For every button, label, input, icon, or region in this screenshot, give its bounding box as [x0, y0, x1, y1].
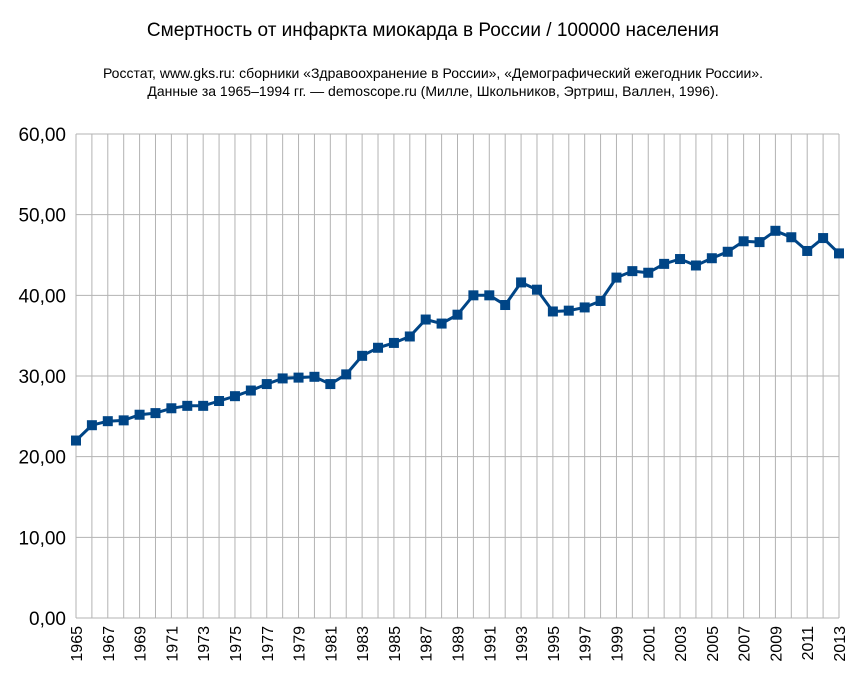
data-point-marker: [309, 371, 320, 382]
data-point-marker: [770, 225, 781, 236]
data-point-marker: [834, 248, 844, 259]
chart-title: Смертность от инфаркта миокарда в России…: [146, 20, 720, 41]
x-tick-label: 2001: [641, 626, 658, 662]
data-point-marker: [134, 409, 145, 420]
y-tick-label: 60,00: [18, 125, 66, 146]
data-point-marker: [182, 400, 193, 411]
data-point-marker: [547, 306, 558, 317]
x-tick-label: 1965: [69, 626, 86, 662]
y-tick-label: 0,00: [29, 609, 66, 630]
data-point-marker: [595, 295, 606, 306]
data-point-marker: [675, 254, 686, 265]
data-point-marker: [245, 385, 256, 396]
data-point-marker: [436, 318, 447, 329]
x-tick-label: 1967: [101, 626, 118, 662]
x-tick-label: 1977: [260, 626, 277, 662]
data-point-marker: [71, 435, 81, 446]
data-point-marker: [277, 373, 288, 384]
x-tick-label: 1975: [228, 626, 245, 662]
x-tick-label: 1987: [419, 626, 436, 662]
grid: [75, 133, 840, 619]
data-point-marker: [150, 408, 161, 419]
x-tick-label: 1993: [514, 626, 531, 662]
data-point-marker: [611, 272, 622, 283]
series-markers: [71, 225, 844, 446]
data-point-marker: [500, 300, 511, 311]
x-tick-label: 1997: [578, 626, 595, 662]
x-tick-label: 2005: [705, 626, 722, 662]
data-point-marker: [166, 403, 177, 414]
data-point-marker: [261, 379, 272, 390]
data-point-marker: [341, 369, 352, 380]
x-tick-label: 1999: [609, 626, 626, 662]
x-tick-label: 1973: [196, 626, 213, 662]
x-tick-label: 1971: [164, 626, 181, 662]
x-tick-label: 1995: [546, 626, 563, 662]
x-tick-label: 2009: [768, 626, 785, 662]
y-tick-label: 20,00: [18, 448, 66, 469]
data-point-marker: [531, 284, 542, 295]
data-point-marker: [214, 396, 225, 407]
data-point-marker: [659, 258, 670, 269]
data-point-marker: [706, 253, 717, 264]
data-point-marker: [229, 391, 240, 402]
x-tick-label: 2011: [800, 626, 817, 661]
y-axis-ticks: 0,00 10,00 20,00 30,00 40,00 50,00 60,00: [18, 125, 66, 630]
data-point-marker: [325, 379, 336, 390]
x-tick-label: 1979: [292, 626, 309, 662]
data-point-marker: [690, 260, 701, 271]
data-point-marker: [627, 266, 638, 277]
chart-subtitle: Росстат, www.gks.ru: сборники «Здравоохр…: [0, 64, 866, 100]
data-point-marker: [802, 245, 813, 256]
data-point-marker: [468, 290, 479, 301]
data-point-marker: [388, 337, 399, 348]
data-point-marker: [643, 267, 654, 278]
x-tick-label: 2007: [737, 626, 754, 662]
data-point-marker: [786, 232, 797, 243]
subtitle-line-2: Данные за 1965–1994 гг. — demoscope.ru (…: [147, 83, 719, 99]
x-tick-label: 1981: [323, 626, 340, 662]
data-point-marker: [404, 331, 415, 342]
data-point-marker: [579, 302, 590, 313]
data-point-marker: [293, 372, 304, 383]
data-point-marker: [420, 314, 431, 325]
y-tick-label: 40,00: [18, 286, 66, 307]
y-tick-label: 50,00: [18, 206, 66, 227]
x-tick-label: 1989: [451, 626, 468, 662]
data-point-marker: [484, 290, 495, 301]
data-point-marker: [754, 237, 765, 248]
x-tick-label: 1985: [387, 626, 404, 662]
y-tick-label: 30,00: [18, 367, 66, 388]
y-tick-label: 10,00: [18, 528, 66, 549]
data-point-marker: [198, 400, 209, 411]
data-point-marker: [452, 309, 463, 320]
subtitle-line-1: Росстат, www.gks.ru: сборники «Здравоохр…: [102, 65, 764, 81]
x-tick-label: 2003: [673, 626, 690, 662]
x-tick-label: 1991: [482, 626, 499, 662]
x-tick-label: 1969: [133, 626, 150, 662]
data-point-marker: [818, 233, 829, 244]
data-point-marker: [722, 246, 733, 257]
data-point-marker: [357, 350, 368, 361]
x-axis-ticks: 1965 1967 1969 1971 1973 1975 1977 1979 1981 1983…: [69, 626, 849, 662]
x-tick-label: 1983: [355, 626, 372, 662]
data-point-marker: [118, 415, 129, 426]
data-point-marker: [102, 416, 113, 427]
x-tick-label: 2013: [832, 626, 849, 662]
data-point-marker: [563, 305, 574, 316]
data-point-marker: [86, 420, 97, 431]
data-point-marker: [738, 236, 749, 247]
data-point-marker: [516, 277, 527, 288]
data-point-marker: [373, 342, 384, 353]
